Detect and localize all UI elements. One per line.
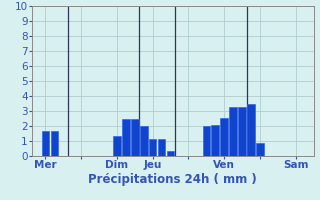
Bar bbox=[51, 130, 58, 156]
Bar bbox=[229, 107, 237, 156]
Bar bbox=[212, 124, 219, 156]
X-axis label: Précipitations 24h ( mm ): Précipitations 24h ( mm ) bbox=[88, 173, 257, 186]
Bar bbox=[256, 143, 264, 156]
Bar bbox=[131, 118, 139, 156]
Bar bbox=[140, 126, 148, 156]
Bar bbox=[247, 104, 255, 156]
Bar bbox=[238, 106, 246, 156]
Bar bbox=[42, 130, 49, 156]
Bar bbox=[158, 139, 165, 156]
Bar bbox=[149, 139, 156, 156]
Bar bbox=[122, 118, 130, 156]
Bar bbox=[203, 126, 210, 156]
Bar bbox=[113, 136, 121, 156]
Bar bbox=[167, 151, 174, 156]
Bar bbox=[220, 118, 228, 156]
